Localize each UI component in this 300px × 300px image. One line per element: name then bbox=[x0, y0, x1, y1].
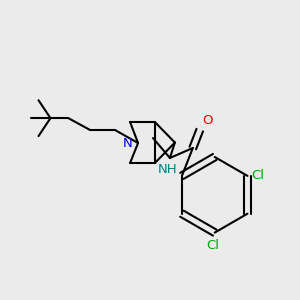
Text: O: O bbox=[202, 114, 212, 127]
Text: N: N bbox=[122, 136, 132, 149]
Text: NH: NH bbox=[158, 163, 178, 176]
Text: Cl: Cl bbox=[251, 169, 264, 182]
Text: Cl: Cl bbox=[206, 238, 219, 252]
